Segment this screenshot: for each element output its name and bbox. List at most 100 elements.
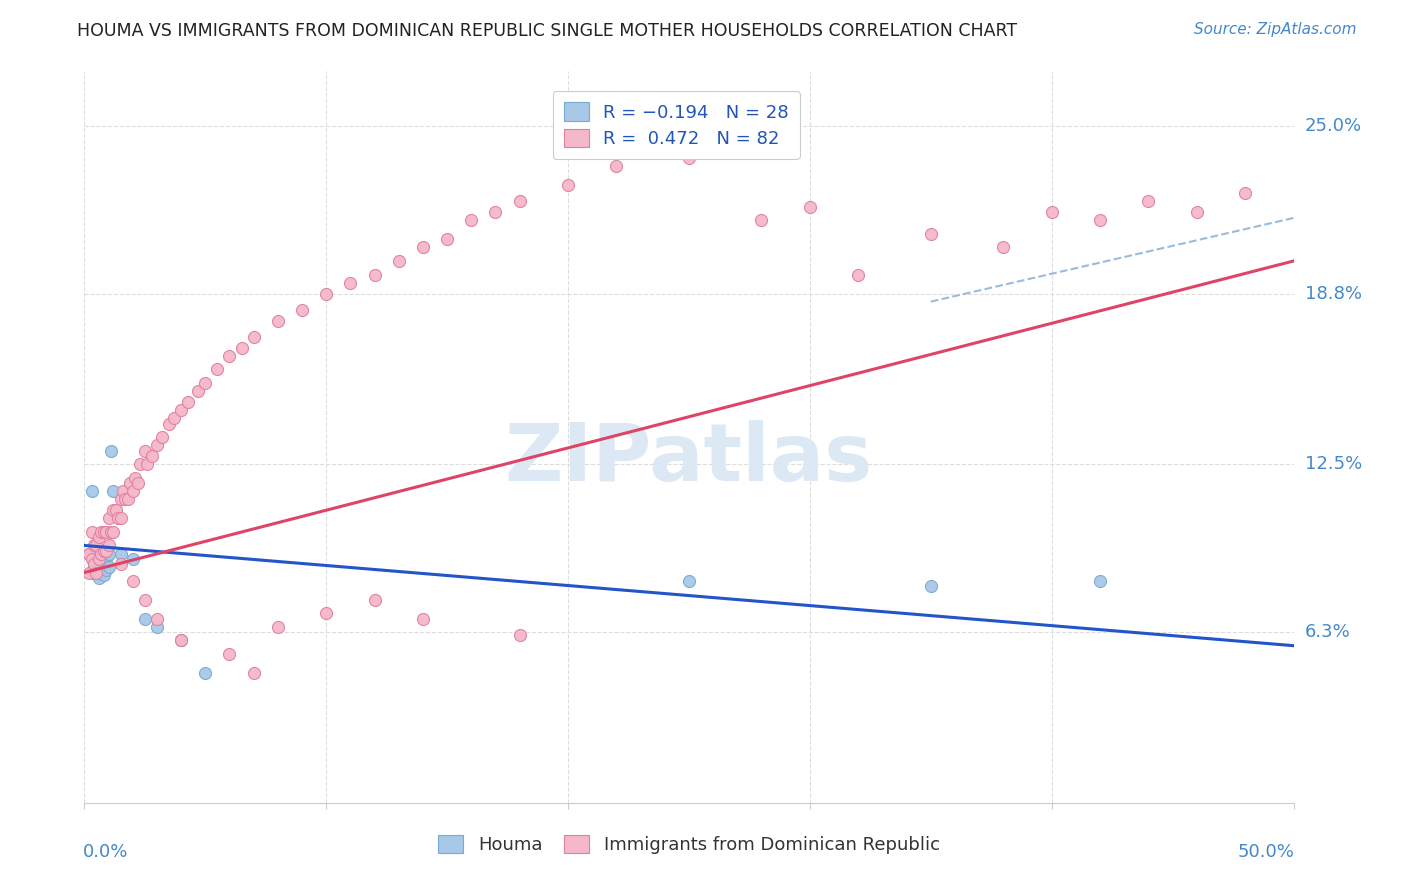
Point bbox=[90, 547, 112, 561]
Point bbox=[799, 200, 821, 214]
Point bbox=[124, 471, 146, 485]
Point bbox=[163, 411, 186, 425]
Point bbox=[134, 443, 156, 458]
Point bbox=[94, 563, 117, 577]
Point bbox=[436, 232, 458, 246]
Point bbox=[242, 330, 264, 344]
Point bbox=[103, 484, 125, 499]
Point bbox=[87, 552, 110, 566]
Point bbox=[146, 620, 169, 634]
Point bbox=[509, 194, 531, 209]
Point bbox=[87, 571, 110, 585]
Point bbox=[93, 544, 115, 558]
Point bbox=[121, 552, 143, 566]
Point bbox=[1088, 213, 1111, 227]
Point bbox=[93, 568, 115, 582]
Point bbox=[97, 547, 120, 561]
Point bbox=[100, 524, 122, 539]
Point bbox=[97, 511, 120, 525]
Point bbox=[678, 574, 700, 588]
Legend: Houma, Immigrants from Dominican Republic: Houma, Immigrants from Dominican Republi… bbox=[429, 826, 949, 863]
Point bbox=[291, 302, 314, 317]
Point bbox=[1234, 186, 1257, 201]
Point bbox=[110, 511, 132, 525]
Text: 6.3%: 6.3% bbox=[1305, 624, 1350, 641]
Point bbox=[120, 476, 142, 491]
Point bbox=[104, 503, 127, 517]
Point bbox=[103, 503, 125, 517]
Point bbox=[194, 376, 217, 390]
Point bbox=[460, 213, 482, 227]
Point bbox=[177, 395, 200, 409]
Point bbox=[103, 524, 125, 539]
Point bbox=[218, 647, 240, 661]
Point bbox=[267, 313, 290, 327]
Point bbox=[127, 476, 149, 491]
Point bbox=[678, 151, 700, 165]
Point bbox=[107, 511, 129, 525]
Text: 0.0%: 0.0% bbox=[83, 843, 128, 861]
Point bbox=[77, 547, 100, 561]
Point bbox=[388, 254, 411, 268]
Point bbox=[267, 620, 290, 634]
Point bbox=[86, 538, 108, 552]
Point bbox=[100, 443, 122, 458]
Point bbox=[121, 484, 143, 499]
Point bbox=[87, 530, 110, 544]
Point bbox=[90, 566, 112, 580]
Point bbox=[94, 552, 117, 566]
Point bbox=[110, 558, 132, 572]
Point bbox=[412, 611, 434, 625]
Point bbox=[94, 524, 117, 539]
Point bbox=[110, 547, 132, 561]
Point bbox=[231, 341, 253, 355]
Point bbox=[315, 606, 337, 620]
Point bbox=[194, 665, 217, 680]
Point bbox=[77, 547, 100, 561]
Text: ZIPatlas: ZIPatlas bbox=[505, 420, 873, 498]
Point bbox=[484, 205, 506, 219]
Point bbox=[86, 563, 108, 577]
Point bbox=[509, 628, 531, 642]
Point bbox=[363, 592, 385, 607]
Point bbox=[93, 524, 115, 539]
Point bbox=[83, 538, 105, 552]
Point bbox=[86, 552, 108, 566]
Point bbox=[557, 178, 579, 193]
Text: HOUMA VS IMMIGRANTS FROM DOMINICAN REPUBLIC SINGLE MOTHER HOUSEHOLDS CORRELATION: HOUMA VS IMMIGRANTS FROM DOMINICAN REPUB… bbox=[77, 22, 1018, 40]
Point bbox=[1185, 205, 1208, 219]
Point bbox=[93, 558, 115, 572]
Point bbox=[83, 558, 105, 572]
Point bbox=[157, 417, 180, 431]
Text: 18.8%: 18.8% bbox=[1305, 285, 1361, 302]
Point bbox=[129, 457, 152, 471]
Point bbox=[77, 566, 100, 580]
Point bbox=[97, 560, 120, 574]
Point bbox=[136, 457, 159, 471]
Point bbox=[112, 484, 135, 499]
Point bbox=[80, 524, 103, 539]
Point bbox=[920, 579, 942, 593]
Text: 50.0%: 50.0% bbox=[1237, 843, 1295, 861]
Text: 12.5%: 12.5% bbox=[1305, 455, 1362, 473]
Point bbox=[90, 524, 112, 539]
Point bbox=[1040, 205, 1063, 219]
Point bbox=[141, 449, 163, 463]
Point bbox=[97, 538, 120, 552]
Point bbox=[80, 566, 103, 580]
Point bbox=[80, 484, 103, 499]
Point bbox=[146, 438, 169, 452]
Point bbox=[110, 492, 132, 507]
Point bbox=[412, 240, 434, 254]
Point bbox=[1137, 194, 1160, 209]
Point bbox=[339, 276, 361, 290]
Point bbox=[170, 633, 193, 648]
Point bbox=[146, 611, 169, 625]
Point bbox=[605, 159, 627, 173]
Point bbox=[121, 574, 143, 588]
Point bbox=[218, 349, 240, 363]
Point bbox=[993, 240, 1015, 254]
Point bbox=[83, 560, 105, 574]
Point bbox=[94, 544, 117, 558]
Point bbox=[86, 566, 108, 580]
